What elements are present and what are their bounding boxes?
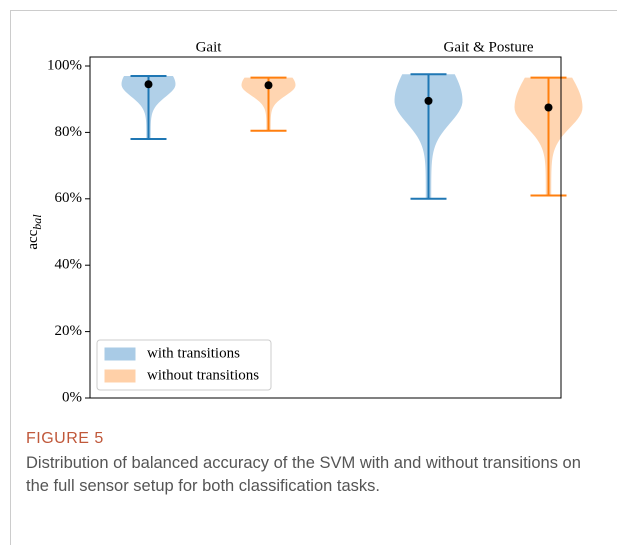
y-tick-label: 0% bbox=[62, 389, 82, 405]
y-label-sub: bal bbox=[30, 214, 44, 230]
plot-frame bbox=[89, 56, 562, 399]
y-tick-label: 100% bbox=[47, 57, 82, 73]
mean-dot bbox=[424, 96, 433, 105]
y-tick-label: 20% bbox=[55, 323, 83, 339]
figure-label: FIGURE 5 bbox=[26, 430, 104, 447]
figure-caption: Distribution of balanced accuracy of the… bbox=[26, 454, 581, 495]
frame bbox=[10, 10, 617, 545]
legend-swatch bbox=[104, 347, 136, 361]
y-tick-label: 60% bbox=[55, 190, 83, 206]
y-tick-label: 40% bbox=[55, 257, 83, 273]
y-tick-label: 80% bbox=[55, 124, 83, 140]
mean-dot bbox=[144, 80, 153, 89]
chart: accbal 0% 20% 40% 60% 80% 100% Gait Gait & Post… bbox=[25, 39, 583, 405]
group-label: Gait bbox=[196, 39, 223, 55]
y-axis-label: accbal bbox=[25, 214, 43, 250]
legend-box bbox=[96, 339, 272, 391]
legend-label: without transitions bbox=[147, 367, 259, 383]
mean-dot bbox=[264, 81, 273, 90]
y-label-main: acc bbox=[25, 229, 41, 249]
group-label: Gait & Posture bbox=[444, 39, 534, 55]
mean-dot bbox=[544, 103, 553, 112]
legend-label: with transitions bbox=[147, 345, 240, 361]
legend-swatch bbox=[104, 369, 136, 383]
